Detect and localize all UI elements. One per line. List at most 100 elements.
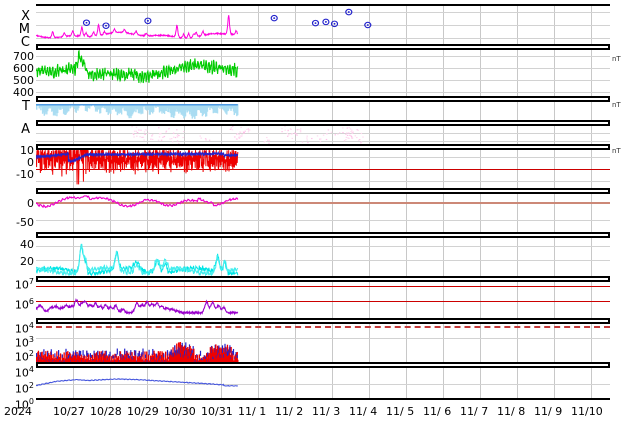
bar-temperature — [177, 104, 179, 111]
ytick-neutron-1e4: 104 — [14, 365, 34, 380]
bar-proton-flux-10mev — [80, 354, 82, 362]
bar-proton-flux-1mev — [113, 355, 115, 359]
gridline-vertical — [295, 324, 296, 362]
gridline-vertical — [332, 50, 333, 96]
bar-temperature — [141, 104, 143, 114]
bar-temperature — [196, 104, 199, 111]
gridline-vertical — [406, 50, 407, 96]
gridline-vertical — [147, 368, 148, 398]
bar-proton-flux-10mev — [146, 351, 148, 362]
scatter-point-alpha — [158, 127, 160, 129]
gridline-horizontal — [36, 12, 610, 13]
scatter-point-alpha — [359, 139, 361, 141]
bar-temperature — [119, 104, 121, 113]
scatter-point-alpha — [160, 133, 162, 135]
panel-xray — [36, 4, 610, 46]
scatter-point-alpha — [135, 130, 137, 132]
xaxis-tick-label: 11/ 2 — [275, 405, 304, 418]
gridline-vertical — [147, 194, 148, 232]
bar-proton-flux-10mev — [59, 353, 62, 362]
gridline-vertical — [110, 282, 111, 318]
bar-temperature — [166, 104, 168, 109]
scatter-point-alpha — [347, 137, 349, 139]
bar-temperature — [169, 104, 172, 114]
ytick-xray-C: C — [20, 35, 30, 50]
gridline-vertical — [332, 324, 333, 362]
bar-proton-flux-10mev — [90, 358, 92, 362]
flare-marker — [144, 17, 152, 25]
gridline-vertical — [221, 238, 222, 276]
gridline-vertical — [406, 194, 407, 232]
scatter-point-alpha — [322, 134, 325, 136]
bar-temperature — [46, 104, 49, 112]
xaxis-tick-label: 11/ 9 — [534, 405, 563, 418]
bar-proton-flux-10mev — [155, 354, 158, 362]
scatter-point-alpha — [290, 133, 293, 135]
ytick-bz-10: 10 — [20, 144, 34, 157]
scatter-point-alpha — [284, 126, 286, 127]
gridline-vertical — [258, 238, 259, 276]
bar-proton-flux-1mev — [88, 360, 90, 362]
bar-temperature — [62, 104, 65, 114]
scatter-point-alpha — [242, 131, 245, 133]
gridline-vertical — [591, 238, 592, 276]
bar-proton-flux-10mev — [84, 355, 86, 362]
ytick-pflux-1e3: 103 — [14, 335, 34, 350]
scatter-point-alpha — [350, 130, 352, 133]
bar-temperature — [130, 104, 132, 119]
scatter-point-alpha — [337, 133, 339, 135]
bar-temperature — [105, 104, 107, 109]
panel-eflux — [36, 280, 610, 320]
bar-proton-flux-1mev — [50, 349, 52, 355]
scatter-point-alpha — [151, 134, 154, 136]
bar-temperature — [146, 104, 148, 111]
bar-temperature — [125, 104, 127, 111]
gridline-vertical — [369, 126, 370, 144]
scatter-point-alpha — [306, 135, 308, 137]
bar-proton-flux-10mev — [206, 352, 208, 362]
bar-proton-flux-10mev — [228, 347, 231, 362]
bar-proton-flux-1mev — [119, 351, 121, 357]
bar-proton-flux-1mev — [154, 360, 156, 362]
bar-proton-flux-1mev — [169, 351, 171, 357]
gridline-vertical — [480, 102, 481, 120]
bar-temperature — [74, 104, 77, 112]
gridline-vertical — [295, 282, 296, 318]
bar-temperature — [133, 104, 135, 112]
bar-temperature — [217, 104, 220, 108]
gridline-vertical — [295, 368, 296, 398]
bar-proton-flux-10mev — [163, 355, 165, 362]
bar-temperature — [65, 104, 67, 115]
bar-proton-flux-10mev — [85, 359, 87, 362]
bar-temperature — [219, 104, 221, 109]
bar-proton-flux-1mev — [163, 353, 165, 358]
scatter-point-alpha — [231, 129, 234, 131]
gridline-vertical — [110, 324, 111, 362]
scatter-point-alpha — [325, 138, 328, 141]
bar-proton-flux-10mev — [95, 352, 98, 362]
bar-temperature — [192, 104, 194, 117]
flare-marker — [330, 20, 339, 28]
bar-proton-flux-10mev — [198, 354, 201, 362]
gridline-vertical — [591, 194, 592, 232]
bar-temperature — [114, 104, 116, 108]
bar-temperature — [134, 104, 136, 109]
xaxis-tick-label: 11/ 6 — [423, 405, 452, 418]
panel-kp — [36, 236, 610, 278]
scatter-point-alpha — [350, 135, 352, 137]
bar-temperature — [39, 104, 41, 108]
bar-proton-flux-10mev — [78, 351, 81, 362]
scatter-point-alpha — [249, 129, 251, 131]
bar-proton-flux-1mev — [42, 357, 44, 360]
gridline-vertical — [443, 102, 444, 120]
bar-temperature — [127, 104, 130, 117]
bar-temperature — [103, 104, 105, 108]
bar-proton-flux-1mev — [120, 353, 122, 358]
scatter-point-alpha — [177, 133, 179, 135]
gridline-vertical — [406, 238, 407, 276]
bar-proton-flux-1mev — [82, 350, 84, 356]
scatter-point-alpha — [351, 129, 353, 131]
bar-proton-flux-1mev — [138, 351, 140, 357]
bar-temperature — [132, 104, 135, 113]
bar-temperature — [188, 104, 190, 112]
